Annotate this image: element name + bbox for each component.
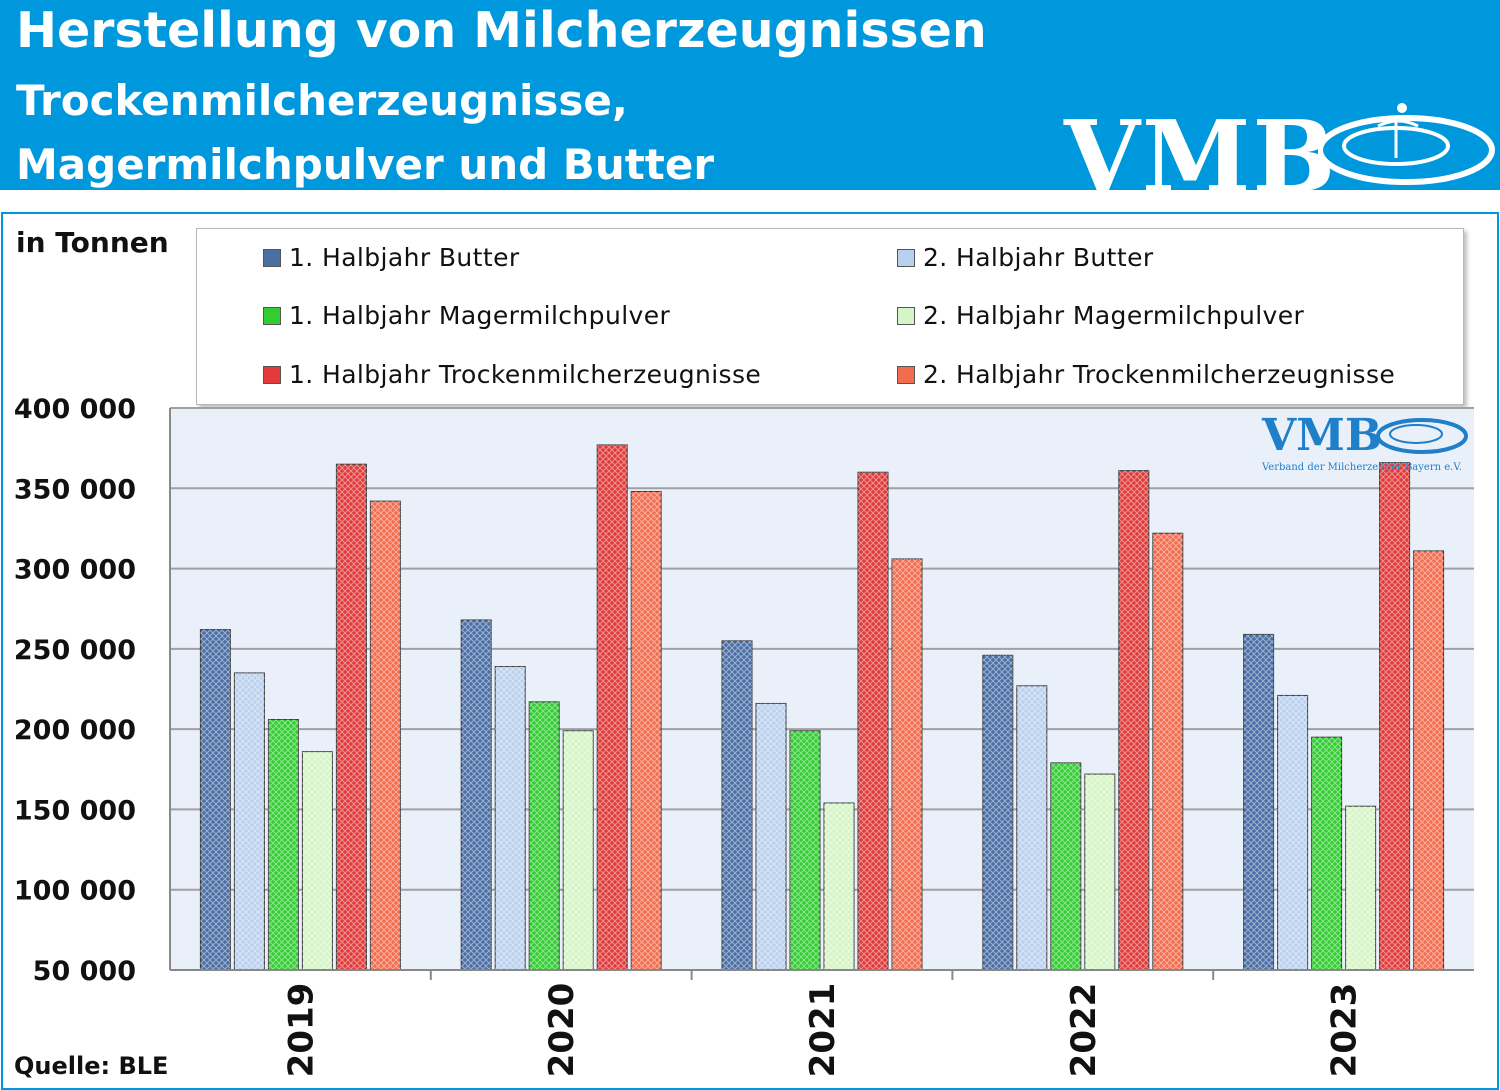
x-tick-label: 2021	[803, 983, 843, 1078]
legend-item-mmp-h1: 1. Halbjahr Magermilchpulver	[263, 301, 670, 330]
bar-texture	[631, 491, 662, 970]
y-tick-label: 100 000	[14, 876, 136, 907]
bar-texture	[563, 730, 594, 970]
legend-item-tme-h1: 1. Halbjahr Trockenmilcherzeugnisse	[263, 360, 761, 389]
bar-texture	[200, 629, 231, 970]
legend-swatch-butter-h1	[263, 248, 281, 267]
bar-texture	[722, 640, 752, 970]
bar-texture	[1243, 634, 1274, 970]
chart-legend: 1. Halbjahr Butter 2. Halbjahr Butter 1.…	[196, 228, 1464, 405]
page-subtitle-line1: Trockenmilcherzeugnisse,	[16, 76, 628, 125]
vmb-logo: VMB	[1064, 100, 1338, 215]
x-tick-label: 2019	[281, 983, 321, 1078]
bar-texture	[1152, 533, 1183, 970]
header-banner: Herstellung von Milcherzeugnissen Trocke…	[0, 0, 1500, 215]
y-tick-label: 400 000	[14, 394, 136, 425]
legend-swatch-tme-h2	[897, 365, 915, 384]
watermark-swirl-icon	[1376, 418, 1468, 454]
bar-texture	[892, 558, 922, 970]
chart-frame	[1, 212, 1499, 1090]
watermark: VMB Verband der Milcherzeuger Bayern e.V…	[1261, 410, 1468, 473]
y-tick-label: 250 000	[14, 635, 136, 666]
watermark-logo: VMB	[1261, 410, 1382, 461]
watermark-swirl-inner-icon	[1389, 424, 1443, 444]
bar-texture	[1050, 762, 1081, 970]
legend-label-butter-h2: 2. Halbjahr Butter	[923, 243, 1154, 272]
y-tick-label: 300 000	[14, 555, 136, 586]
bar-texture	[1311, 737, 1342, 970]
legend-swatch-tme-h1	[263, 365, 281, 384]
legend-label-mmp-h1: 1. Halbjahr Magermilchpulver	[289, 301, 671, 330]
bar-texture	[234, 672, 265, 970]
legend-item-butter-h1: 1. Halbjahr Butter	[263, 243, 520, 272]
bar-texture	[461, 619, 492, 970]
y-tick-label: 50 000	[33, 956, 136, 987]
legend-label-tme-h1: 1. Halbjahr Trockenmilcherzeugnisse	[289, 360, 762, 389]
x-tick-label: 2023	[1325, 983, 1365, 1078]
bar-texture	[824, 803, 854, 970]
x-tick-label: 2022	[1064, 983, 1104, 1078]
bar-texture	[1118, 470, 1149, 970]
legend-swatch-butter-h2	[897, 248, 915, 267]
y-tick-label: 200 000	[14, 715, 136, 746]
bar-texture	[370, 501, 401, 970]
x-tick-label: 2020	[542, 983, 582, 1078]
watermark-subtitle: Verband der Milcherzeuger Bayern e.V.	[1261, 462, 1462, 473]
bar-texture	[597, 444, 628, 971]
y-tick-label: 150 000	[14, 795, 136, 826]
legend-swatch-mmp-h2	[897, 306, 915, 325]
bar-texture	[790, 730, 820, 970]
source-note: Quelle: BLE	[14, 1052, 169, 1080]
legend-item-butter-h2: 2. Halbjahr Butter	[897, 243, 1154, 272]
bar-texture	[858, 472, 888, 970]
bar-texture	[982, 655, 1013, 970]
bar-texture	[1379, 462, 1410, 970]
bar-texture	[1084, 774, 1115, 970]
legend-swatch-mmp-h1	[263, 306, 281, 325]
legend-label-butter-h1: 1. Halbjahr Butter	[289, 243, 520, 272]
bar-texture	[1345, 806, 1376, 970]
page-title: Herstellung von Milcherzeugnissen	[16, 2, 987, 59]
y-axis-unit-label: in Tonnen	[16, 226, 169, 259]
bar-texture	[756, 703, 786, 970]
legend-item-tme-h2: 2. Halbjahr Trockenmilcherzeugnisse	[897, 360, 1395, 389]
page-subtitle-line2: Magermilchpulver und Butter	[16, 140, 715, 189]
vmb-logo-swirl-icon	[1318, 103, 1495, 185]
y-tick-label: 350 000	[14, 474, 136, 505]
bar-texture	[529, 701, 560, 970]
bar-texture	[1413, 550, 1444, 970]
bar-texture	[336, 464, 367, 970]
bar-texture	[1016, 685, 1047, 970]
legend-item-mmp-h2: 2. Halbjahr Magermilchpulver	[897, 301, 1304, 330]
legend-label-mmp-h2: 2. Halbjahr Magermilchpulver	[923, 301, 1305, 330]
bar-texture	[268, 719, 299, 970]
legend-label-tme-h2: 2. Halbjahr Trockenmilcherzeugnisse	[923, 360, 1396, 389]
bar-texture	[495, 666, 526, 970]
bar-texture	[302, 751, 333, 970]
bar-texture	[1277, 695, 1308, 970]
